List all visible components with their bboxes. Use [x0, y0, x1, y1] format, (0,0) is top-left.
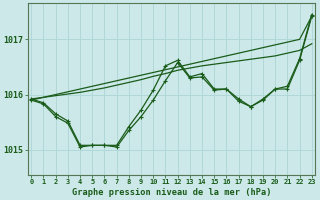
X-axis label: Graphe pression niveau de la mer (hPa): Graphe pression niveau de la mer (hPa) — [72, 188, 271, 197]
